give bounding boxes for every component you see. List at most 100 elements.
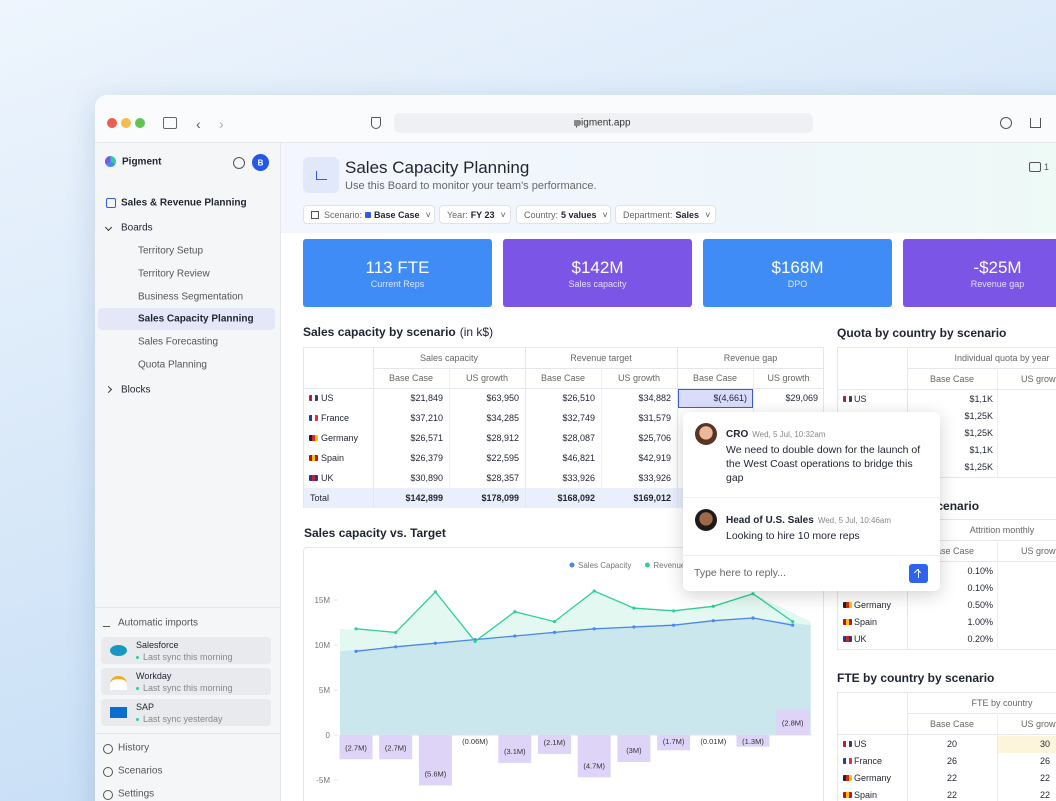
minimize-button[interactable] <box>121 118 131 128</box>
divider <box>677 347 678 508</box>
url-bar[interactable] <box>394 113 813 133</box>
selected-cell[interactable] <box>678 389 753 408</box>
comment-header: Head of U.S. Sales Wed, 5 Jul, 10:46am <box>726 513 936 527</box>
board-item[interactable]: Business Segmentation <box>138 291 244 303</box>
maximize-button[interactable] <box>135 118 145 128</box>
chart-title: Sales capacity vs. Target <box>304 526 446 540</box>
divider <box>373 368 824 369</box>
integration-name: SAP <box>136 702 155 712</box>
comment-avatar <box>695 423 717 445</box>
divider <box>837 561 1056 562</box>
data-point <box>791 623 795 627</box>
share-icon[interactable] <box>1030 118 1041 128</box>
url-text: pigment.app <box>575 117 631 129</box>
table-cell: 26 <box>946 756 958 766</box>
board-icon-box <box>303 157 339 193</box>
integration-logo <box>110 707 127 718</box>
column-header: Base Case <box>929 719 975 729</box>
footer-icon <box>103 744 113 754</box>
flag-icon <box>309 455 318 461</box>
filter-chip[interactable]: Country: 5 values ˅ <box>516 205 611 224</box>
table-cell: $1,25K <box>964 411 993 421</box>
footer-item[interactable]: History <box>118 742 150 754</box>
data-point <box>711 619 715 623</box>
section-label[interactable]: Blocks <box>121 384 151 396</box>
data-point <box>632 606 636 610</box>
avatar[interactable] <box>252 154 269 171</box>
table-cell: 26 <box>1039 756 1050 766</box>
table-cell: 22 <box>946 790 958 800</box>
column-group: Sales capacity <box>419 352 479 363</box>
chart-panel <box>303 547 824 801</box>
flag-icon <box>309 415 318 421</box>
flag-icon <box>843 602 852 608</box>
status-dot <box>136 686 139 690</box>
lock-icon <box>574 120 580 126</box>
integration-card[interactable] <box>101 668 271 695</box>
avatar-initial: B <box>257 158 264 167</box>
column-header: US growth <box>1020 719 1056 729</box>
y-tick-label: 5M <box>319 686 330 695</box>
footer-item[interactable]: Scenarios <box>118 765 163 777</box>
integration-card[interactable] <box>101 637 271 664</box>
data-point <box>632 625 636 629</box>
row-label: Germany <box>854 773 892 783</box>
table-cell: 30 <box>1039 739 1050 749</box>
table-cell: $142,899 <box>405 492 443 503</box>
brand-logo <box>105 156 116 167</box>
flag-icon <box>843 619 852 625</box>
row-label: Spain <box>321 453 345 463</box>
table-cell: 0.10% <box>967 566 993 576</box>
table-cell: $1,25K <box>964 462 993 472</box>
table-cell: $169,012 <box>633 492 671 503</box>
integration-name: Salesforce <box>136 640 179 650</box>
comment-date: Wed, 5 Jul, 10:32am <box>752 429 826 439</box>
workspace-name[interactable]: Sales & Revenue Planning <box>121 197 247 209</box>
board-item[interactable]: Sales Capacity Planning <box>138 313 254 325</box>
filter-value: Sales <box>675 209 700 220</box>
flag-icon <box>843 741 852 747</box>
table-cell: $30,890 <box>410 473 443 483</box>
filter-chip[interactable]: Scenario: Base Case ˅ <box>303 205 435 224</box>
reply-input[interactable]: Type here to reply... <box>694 567 787 579</box>
sidebar-toggle[interactable] <box>163 117 177 129</box>
board-item[interactable]: Territory Review <box>138 268 210 280</box>
board-item[interactable]: Territory Setup <box>138 245 204 257</box>
close-button[interactable] <box>107 118 117 128</box>
data-point <box>751 592 755 596</box>
send-arrow <box>917 569 919 578</box>
divider <box>907 368 1056 369</box>
filter-chip[interactable]: Year: FY 23 ˅ <box>439 205 511 224</box>
board-item[interactable]: Sales Forecasting <box>138 336 219 348</box>
forward-button[interactable]: › <box>219 116 224 132</box>
back-button[interactable]: ‹ <box>196 116 201 132</box>
filter-chip[interactable]: Department: Sales ˅ <box>615 205 716 224</box>
table-cell: $22,595 <box>486 453 519 463</box>
flag-icon <box>309 435 318 441</box>
kpi-label: DPO <box>787 279 808 289</box>
table-cell: $33,926 <box>638 473 671 483</box>
footer-item[interactable]: Settings <box>118 788 155 800</box>
section-label[interactable]: Boards <box>121 222 153 234</box>
table-cell: $42,919 <box>638 453 671 463</box>
bar-label: (2.1M) <box>544 738 566 747</box>
data-point <box>433 590 437 594</box>
y-tick-label: 0 <box>326 731 331 740</box>
integration-card[interactable] <box>101 699 271 726</box>
help-icon[interactable] <box>233 157 245 169</box>
bar <box>577 735 611 778</box>
board-item[interactable]: Quota Planning <box>138 359 207 371</box>
y-tick-label: 15M <box>314 596 330 605</box>
data-point <box>592 627 596 631</box>
download-icon[interactable] <box>1000 117 1012 129</box>
column-header: Base Case <box>540 373 586 383</box>
divider <box>907 692 908 801</box>
comment-icon[interactable] <box>1029 162 1041 172</box>
y-tick-label: -5M <box>316 776 330 785</box>
bar <box>498 735 532 763</box>
scenario-swatch <box>365 211 372 218</box>
kpi-card <box>503 239 692 307</box>
data-point <box>711 604 715 608</box>
bar-label: (2.8M) <box>782 718 804 727</box>
